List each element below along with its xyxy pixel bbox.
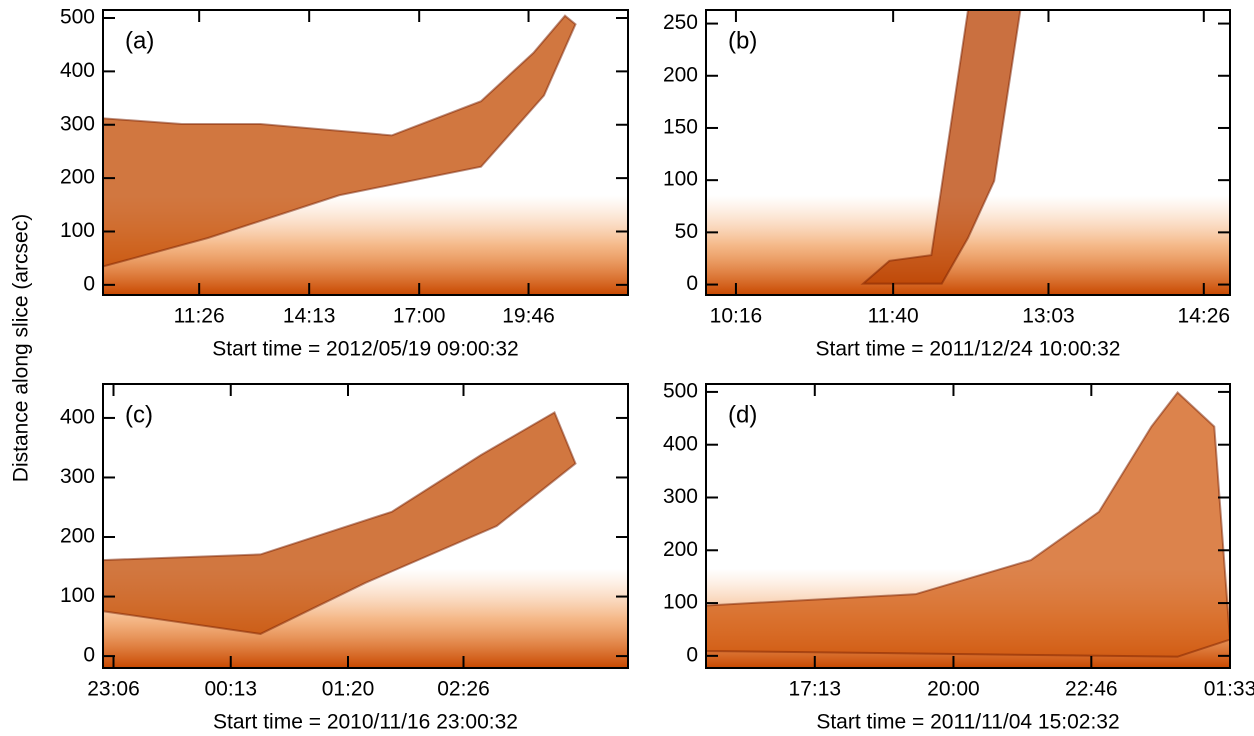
y-tick-label: 0 — [686, 272, 698, 295]
y-tick-label: 200 — [663, 538, 698, 561]
heatmap-feature — [863, 10, 1021, 284]
y-tick-label: 500 — [60, 6, 95, 29]
heatmap-feature — [103, 15, 576, 267]
heatmap-feature — [103, 412, 576, 634]
panel-label: (c) — [125, 401, 153, 428]
x-tick-label: 14:26 — [1178, 305, 1231, 328]
x-tick-label: 01:20 — [322, 678, 375, 701]
x-axis-label: Start time = 2011/12/24 10:00:32 — [816, 338, 1121, 361]
y-tick-label: 200 — [60, 525, 95, 548]
x-tick-label: 02:26 — [437, 678, 490, 701]
y-tick-label: 400 — [663, 432, 698, 455]
y-tick-label: 300 — [60, 112, 95, 135]
x-tick-label: 17:13 — [789, 678, 842, 701]
x-tick-label: 10:16 — [710, 305, 763, 328]
x-tick-label: 11:26 — [174, 305, 225, 328]
y-tick-label: 400 — [60, 59, 95, 82]
heatmap-feature-core — [102, 410, 577, 635]
y-tick-label: 100 — [663, 591, 698, 614]
x-axis-label: Start time = 2012/05/19 09:00:32 — [212, 338, 518, 361]
y-tick-label: 100 — [663, 168, 698, 191]
y-axis-label: Distance along slice (arcsec) — [10, 214, 33, 482]
y-tick-label: 500 — [663, 379, 698, 402]
panel-label: (d) — [728, 401, 757, 428]
y-tick-label: 0 — [83, 272, 95, 295]
y-tick-label: 200 — [60, 166, 95, 189]
y-tick-label: 300 — [60, 465, 95, 488]
y-tick-label: 0 — [83, 644, 95, 667]
x-tick-label: 14:13 — [283, 305, 336, 328]
y-tick-label: 0 — [686, 643, 698, 666]
panel-label: (b) — [728, 27, 757, 54]
plot-frame — [705, 383, 1231, 669]
y-tick-label: 300 — [663, 485, 698, 508]
y-tick-label: 400 — [60, 405, 95, 428]
x-axis-label: Start time = 2011/11/04 15:02:32 — [816, 711, 1119, 731]
x-tick-label: 11:40 — [868, 305, 919, 328]
heatmap-feature-core — [705, 391, 1232, 658]
plot-frame — [705, 9, 1231, 296]
x-tick-label: 17:00 — [393, 305, 446, 328]
y-tick-label: 100 — [60, 584, 95, 607]
panel-label: (a) — [125, 27, 154, 54]
x-tick-label: 22:46 — [1065, 678, 1118, 701]
heatmap-feature — [706, 392, 1230, 657]
x-tick-label: 00:13 — [204, 678, 257, 701]
y-tick-label: 200 — [663, 63, 698, 86]
x-tick-label: 01:33 — [1204, 678, 1254, 701]
y-tick-label: 150 — [663, 116, 698, 139]
y-tick-label: 100 — [60, 219, 95, 242]
x-tick-label: 13:03 — [1022, 305, 1075, 328]
plot-frame — [102, 9, 629, 296]
x-tick-label: 20:00 — [927, 678, 980, 701]
x-tick-label: 19:46 — [502, 305, 555, 328]
y-tick-label: 250 — [663, 11, 698, 34]
y-tick-label: 50 — [675, 220, 698, 243]
x-axis-label: Start time = 2010/11/16 23:00:32 — [213, 711, 518, 731]
heatmap-feature-core — [102, 14, 577, 268]
plot-frame — [102, 383, 629, 669]
x-tick-label: 23:06 — [87, 678, 140, 701]
